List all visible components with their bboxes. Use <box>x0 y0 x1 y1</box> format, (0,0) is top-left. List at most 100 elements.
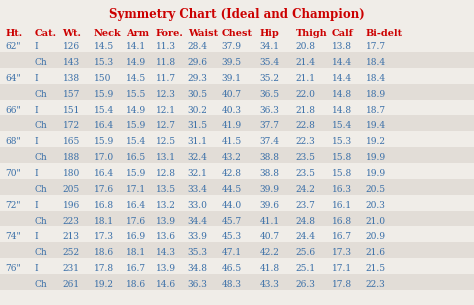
Text: 70": 70" <box>6 169 21 178</box>
FancyBboxPatch shape <box>0 226 474 242</box>
Text: Fore.: Fore. <box>155 29 183 38</box>
Text: 16.1: 16.1 <box>332 201 352 210</box>
Text: 40.7: 40.7 <box>260 232 280 242</box>
Text: 18.6: 18.6 <box>94 248 114 257</box>
Text: 34.8: 34.8 <box>188 264 208 273</box>
Text: 30.5: 30.5 <box>188 90 208 99</box>
Text: Ch: Ch <box>34 58 47 67</box>
Text: 157: 157 <box>63 90 80 99</box>
Text: 19.9: 19.9 <box>366 153 386 162</box>
Text: 17.8: 17.8 <box>94 264 114 273</box>
Text: 165: 165 <box>63 137 80 146</box>
Text: 32.1: 32.1 <box>188 169 208 178</box>
Text: Cat.: Cat. <box>34 29 56 38</box>
Text: 38.8: 38.8 <box>260 153 280 162</box>
Text: 42.2: 42.2 <box>260 248 280 257</box>
Text: 17.1: 17.1 <box>332 264 352 273</box>
FancyBboxPatch shape <box>0 99 474 115</box>
Text: 13.2: 13.2 <box>155 201 175 210</box>
Text: 25.1: 25.1 <box>296 264 316 273</box>
Text: 17.8: 17.8 <box>332 280 352 289</box>
Text: Bi-delt: Bi-delt <box>366 29 403 38</box>
Text: I: I <box>34 74 38 83</box>
Text: 231: 231 <box>63 264 80 273</box>
Text: 196: 196 <box>63 201 80 210</box>
Text: Ch: Ch <box>34 248 47 257</box>
Text: 66": 66" <box>6 106 21 115</box>
Text: 42.8: 42.8 <box>222 169 242 178</box>
Text: 37.4: 37.4 <box>260 137 280 146</box>
Text: 17.6: 17.6 <box>94 185 114 194</box>
Text: 37.7: 37.7 <box>260 121 280 131</box>
Text: 19.2: 19.2 <box>94 280 114 289</box>
FancyBboxPatch shape <box>0 115 474 131</box>
Text: 223: 223 <box>63 217 80 226</box>
Text: 76": 76" <box>6 264 21 273</box>
Text: 14.4: 14.4 <box>332 74 352 83</box>
Text: 30.2: 30.2 <box>188 106 208 115</box>
Text: 21.6: 21.6 <box>366 248 386 257</box>
Text: 15.4: 15.4 <box>126 137 146 146</box>
Text: 17.6: 17.6 <box>126 217 146 226</box>
Text: 22.8: 22.8 <box>296 121 316 131</box>
Text: 14.8: 14.8 <box>332 90 352 99</box>
Text: 17.7: 17.7 <box>366 42 386 51</box>
Text: Ht.: Ht. <box>6 29 23 38</box>
Text: 39.6: 39.6 <box>260 201 280 210</box>
Text: 11.8: 11.8 <box>155 58 175 67</box>
Text: 21.8: 21.8 <box>296 106 316 115</box>
Text: 14.1: 14.1 <box>126 42 146 51</box>
Text: 19.9: 19.9 <box>366 169 386 178</box>
Text: I: I <box>34 201 38 210</box>
Text: 24.4: 24.4 <box>296 232 316 242</box>
Text: 14.8: 14.8 <box>332 106 352 115</box>
Text: 35.3: 35.3 <box>188 248 208 257</box>
Text: 17.0: 17.0 <box>94 153 114 162</box>
Text: 143: 143 <box>63 58 80 67</box>
Text: 29.3: 29.3 <box>188 74 208 83</box>
Text: I: I <box>34 42 38 51</box>
Text: 26.3: 26.3 <box>296 280 316 289</box>
Text: 15.8: 15.8 <box>332 153 352 162</box>
Text: 21.0: 21.0 <box>366 217 386 226</box>
Text: 13.9: 13.9 <box>155 264 175 273</box>
Text: I: I <box>34 264 38 273</box>
FancyBboxPatch shape <box>0 52 474 68</box>
Text: 39.1: 39.1 <box>222 74 242 83</box>
Text: 13.1: 13.1 <box>155 153 175 162</box>
Text: Symmetry Chart (Ideal and Champion): Symmetry Chart (Ideal and Champion) <box>109 8 365 21</box>
Text: 35.2: 35.2 <box>260 74 280 83</box>
Text: 16.3: 16.3 <box>332 185 352 194</box>
Text: 12.8: 12.8 <box>155 169 175 178</box>
FancyBboxPatch shape <box>0 242 474 258</box>
Text: 15.4: 15.4 <box>94 106 114 115</box>
Text: Ch: Ch <box>34 90 47 99</box>
Text: 16.7: 16.7 <box>126 264 146 273</box>
Text: 18.1: 18.1 <box>94 217 114 226</box>
Text: 20.9: 20.9 <box>366 232 386 242</box>
Text: 43.2: 43.2 <box>222 153 242 162</box>
Text: 22.3: 22.3 <box>366 280 386 289</box>
Text: 38.8: 38.8 <box>260 169 280 178</box>
Text: 20.3: 20.3 <box>366 201 386 210</box>
Text: Wt.: Wt. <box>63 29 82 38</box>
Text: 14.9: 14.9 <box>126 58 146 67</box>
Text: 11.7: 11.7 <box>155 74 175 83</box>
Text: 13.9: 13.9 <box>155 217 175 226</box>
Text: 17.3: 17.3 <box>332 248 352 257</box>
Text: 62": 62" <box>6 42 21 51</box>
Text: Thigh: Thigh <box>296 29 328 38</box>
Text: I: I <box>34 106 38 115</box>
Text: 39.5: 39.5 <box>222 58 242 67</box>
Text: 19.4: 19.4 <box>366 121 386 131</box>
Text: Arm: Arm <box>126 29 149 38</box>
Text: 34.4: 34.4 <box>188 217 208 226</box>
Text: 19.2: 19.2 <box>366 137 386 146</box>
Text: 16.7: 16.7 <box>332 232 352 242</box>
Text: 16.9: 16.9 <box>126 232 146 242</box>
Text: 20.8: 20.8 <box>296 42 316 51</box>
Text: 24.2: 24.2 <box>296 185 316 194</box>
Text: 23.7: 23.7 <box>296 201 316 210</box>
Text: 14.6: 14.6 <box>155 280 175 289</box>
Text: 31.1: 31.1 <box>188 137 208 146</box>
